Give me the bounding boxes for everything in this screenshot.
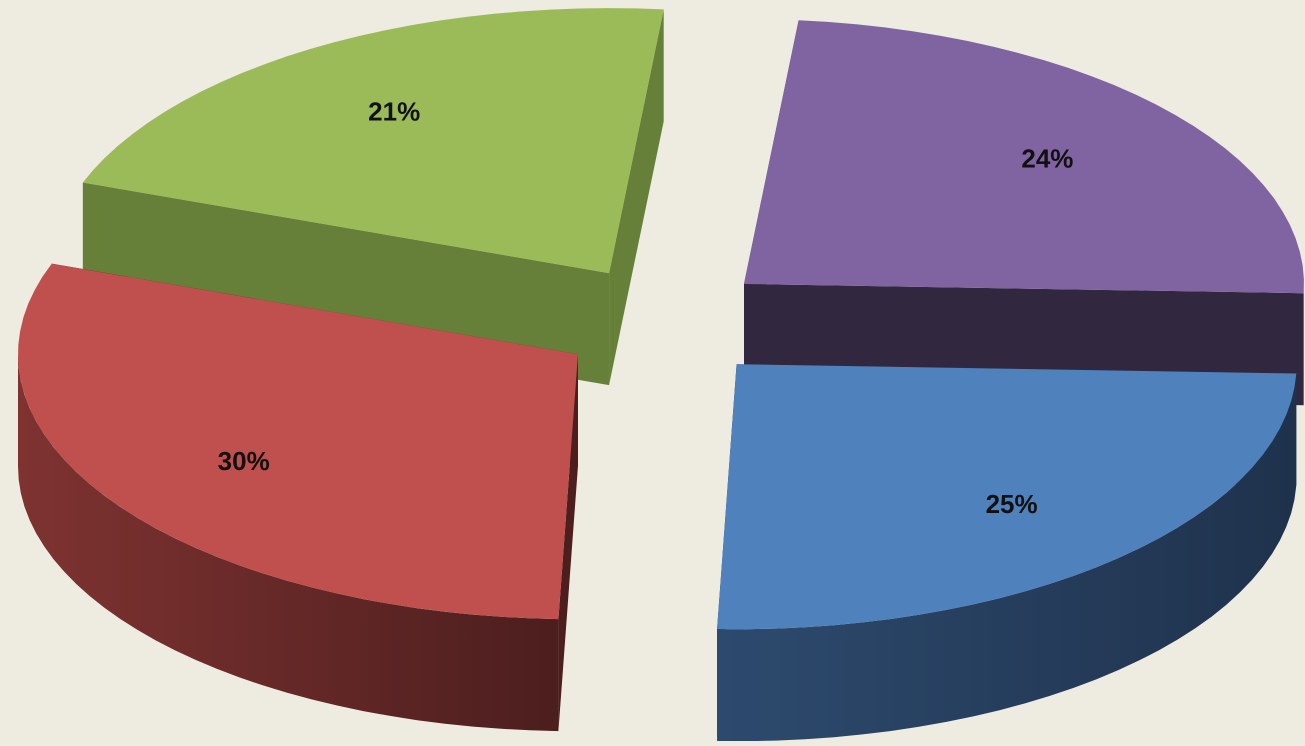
pie-data-label-4: 24% [1021, 143, 1073, 173]
pie-slice-3-cut-face-1 [82, 182, 610, 386]
pie-data-label-1: 25% [986, 489, 1038, 519]
pie-slice-3 [82, 9, 664, 386]
pie-data-labels: 25% 30% 21% 24% [218, 97, 1074, 519]
pie-slice-tops [18, 8, 1304, 630]
pie-data-label-3: 21% [368, 97, 420, 127]
pie-slice-1-top [717, 364, 1297, 630]
pie-slice-3-top [82, 8, 664, 274]
pie-slice-1-outer-wall [717, 373, 1297, 742]
pie-slice-2-top [18, 263, 578, 620]
pie-data-label-2: 30% [218, 446, 270, 476]
pie-slice-4-top [744, 20, 1304, 294]
pie-slice-2-outer-wall [18, 354, 559, 732]
pie-slice-3-cut-face-2 [609, 9, 664, 386]
